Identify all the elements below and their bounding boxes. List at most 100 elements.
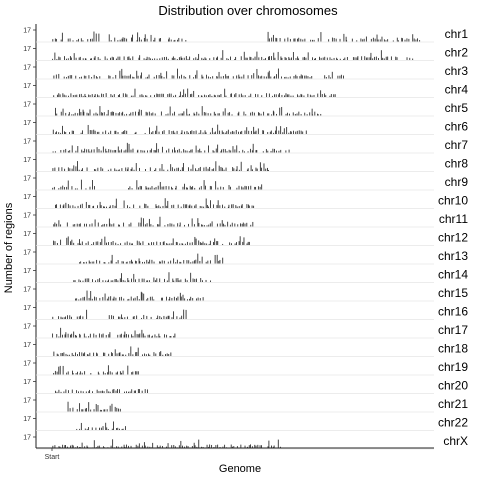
bar: [307, 52, 309, 60]
bar: [255, 130, 257, 134]
bar: [186, 150, 188, 153]
bar: [99, 242, 101, 245]
bar: [292, 52, 294, 60]
bar: [71, 444, 73, 449]
bar: [148, 280, 150, 282]
bar: [69, 168, 71, 171]
bar: [328, 39, 330, 42]
y-tick-label: 17: [23, 398, 31, 405]
bar: [89, 389, 91, 393]
bar: [227, 75, 229, 79]
bar: [86, 167, 88, 171]
bar: [54, 52, 56, 60]
facet-label-chr8: chr8: [445, 157, 469, 171]
bar: [113, 57, 114, 60]
bar: [383, 39, 385, 42]
bar: [320, 113, 322, 116]
bar: [103, 352, 104, 356]
bar: [241, 204, 243, 208]
bar: [144, 445, 146, 449]
panel-chr6: 17 chr6: [23, 120, 468, 135]
panel-chr15: 17 chr15: [23, 286, 468, 302]
bar: [56, 204, 57, 208]
bar: [77, 146, 79, 153]
bar: [170, 164, 172, 171]
bar: [163, 130, 165, 134]
bar: [309, 112, 311, 116]
bar: [58, 73, 60, 79]
facet-label-chr10: chr10: [438, 194, 468, 208]
bar: [135, 260, 136, 264]
bar: [271, 114, 272, 116]
bar: [146, 112, 148, 116]
bar: [270, 151, 272, 153]
bar: [114, 149, 116, 153]
bar: [119, 428, 120, 430]
bar: [91, 149, 93, 153]
bar: [72, 95, 74, 97]
bar: [69, 38, 71, 42]
bar: [200, 278, 202, 282]
bar: [248, 241, 250, 245]
bar: [133, 77, 135, 79]
bar: [66, 186, 68, 190]
bar: [277, 68, 279, 79]
bar: [112, 241, 114, 245]
bar: [114, 37, 116, 42]
bar: [95, 280, 96, 282]
bar: [204, 130, 206, 134]
bar: [104, 236, 106, 245]
bar: [138, 241, 140, 245]
bar: [78, 299, 80, 301]
bar: [230, 243, 232, 245]
bar: [82, 409, 84, 412]
bar: [162, 93, 164, 97]
bar: [206, 204, 208, 208]
bar: [167, 113, 169, 116]
bar: [63, 317, 65, 319]
bar: [127, 167, 129, 171]
bar: [154, 37, 156, 42]
y-tick-label: 17: [23, 379, 31, 386]
bar: [171, 298, 173, 301]
bar: [112, 280, 114, 282]
bar: [73, 53, 75, 60]
bar: [396, 57, 398, 60]
bar: [192, 261, 194, 264]
bar: [124, 317, 126, 319]
bar: [236, 145, 238, 153]
bar: [222, 257, 224, 264]
bar: [138, 299, 140, 301]
bar: [178, 57, 180, 60]
panel-chr18: 17 chr18: [23, 342, 468, 357]
bar: [58, 220, 60, 227]
bar: [245, 57, 247, 60]
bar: [125, 167, 127, 171]
bar: [173, 444, 175, 449]
bar: [175, 188, 176, 190]
bar: [151, 296, 153, 301]
bar: [297, 94, 298, 97]
bar: [119, 278, 121, 282]
bar: [304, 75, 306, 79]
bar: [82, 353, 84, 356]
bar: [119, 352, 121, 356]
bar: [238, 241, 240, 245]
bar: [146, 187, 148, 190]
bar: [65, 445, 66, 449]
bar: [165, 114, 167, 116]
bar: [261, 167, 263, 171]
bar: [115, 74, 117, 79]
bar: [142, 218, 144, 227]
bar: [126, 38, 128, 42]
bar: [104, 56, 106, 60]
bar: [367, 57, 369, 60]
bar: [150, 224, 152, 227]
bar: [194, 205, 196, 208]
bar: [96, 352, 98, 356]
bar: [127, 299, 129, 301]
bar: [162, 131, 163, 134]
bar: [143, 38, 145, 42]
bar: [148, 243, 150, 245]
bar: [182, 243, 184, 245]
